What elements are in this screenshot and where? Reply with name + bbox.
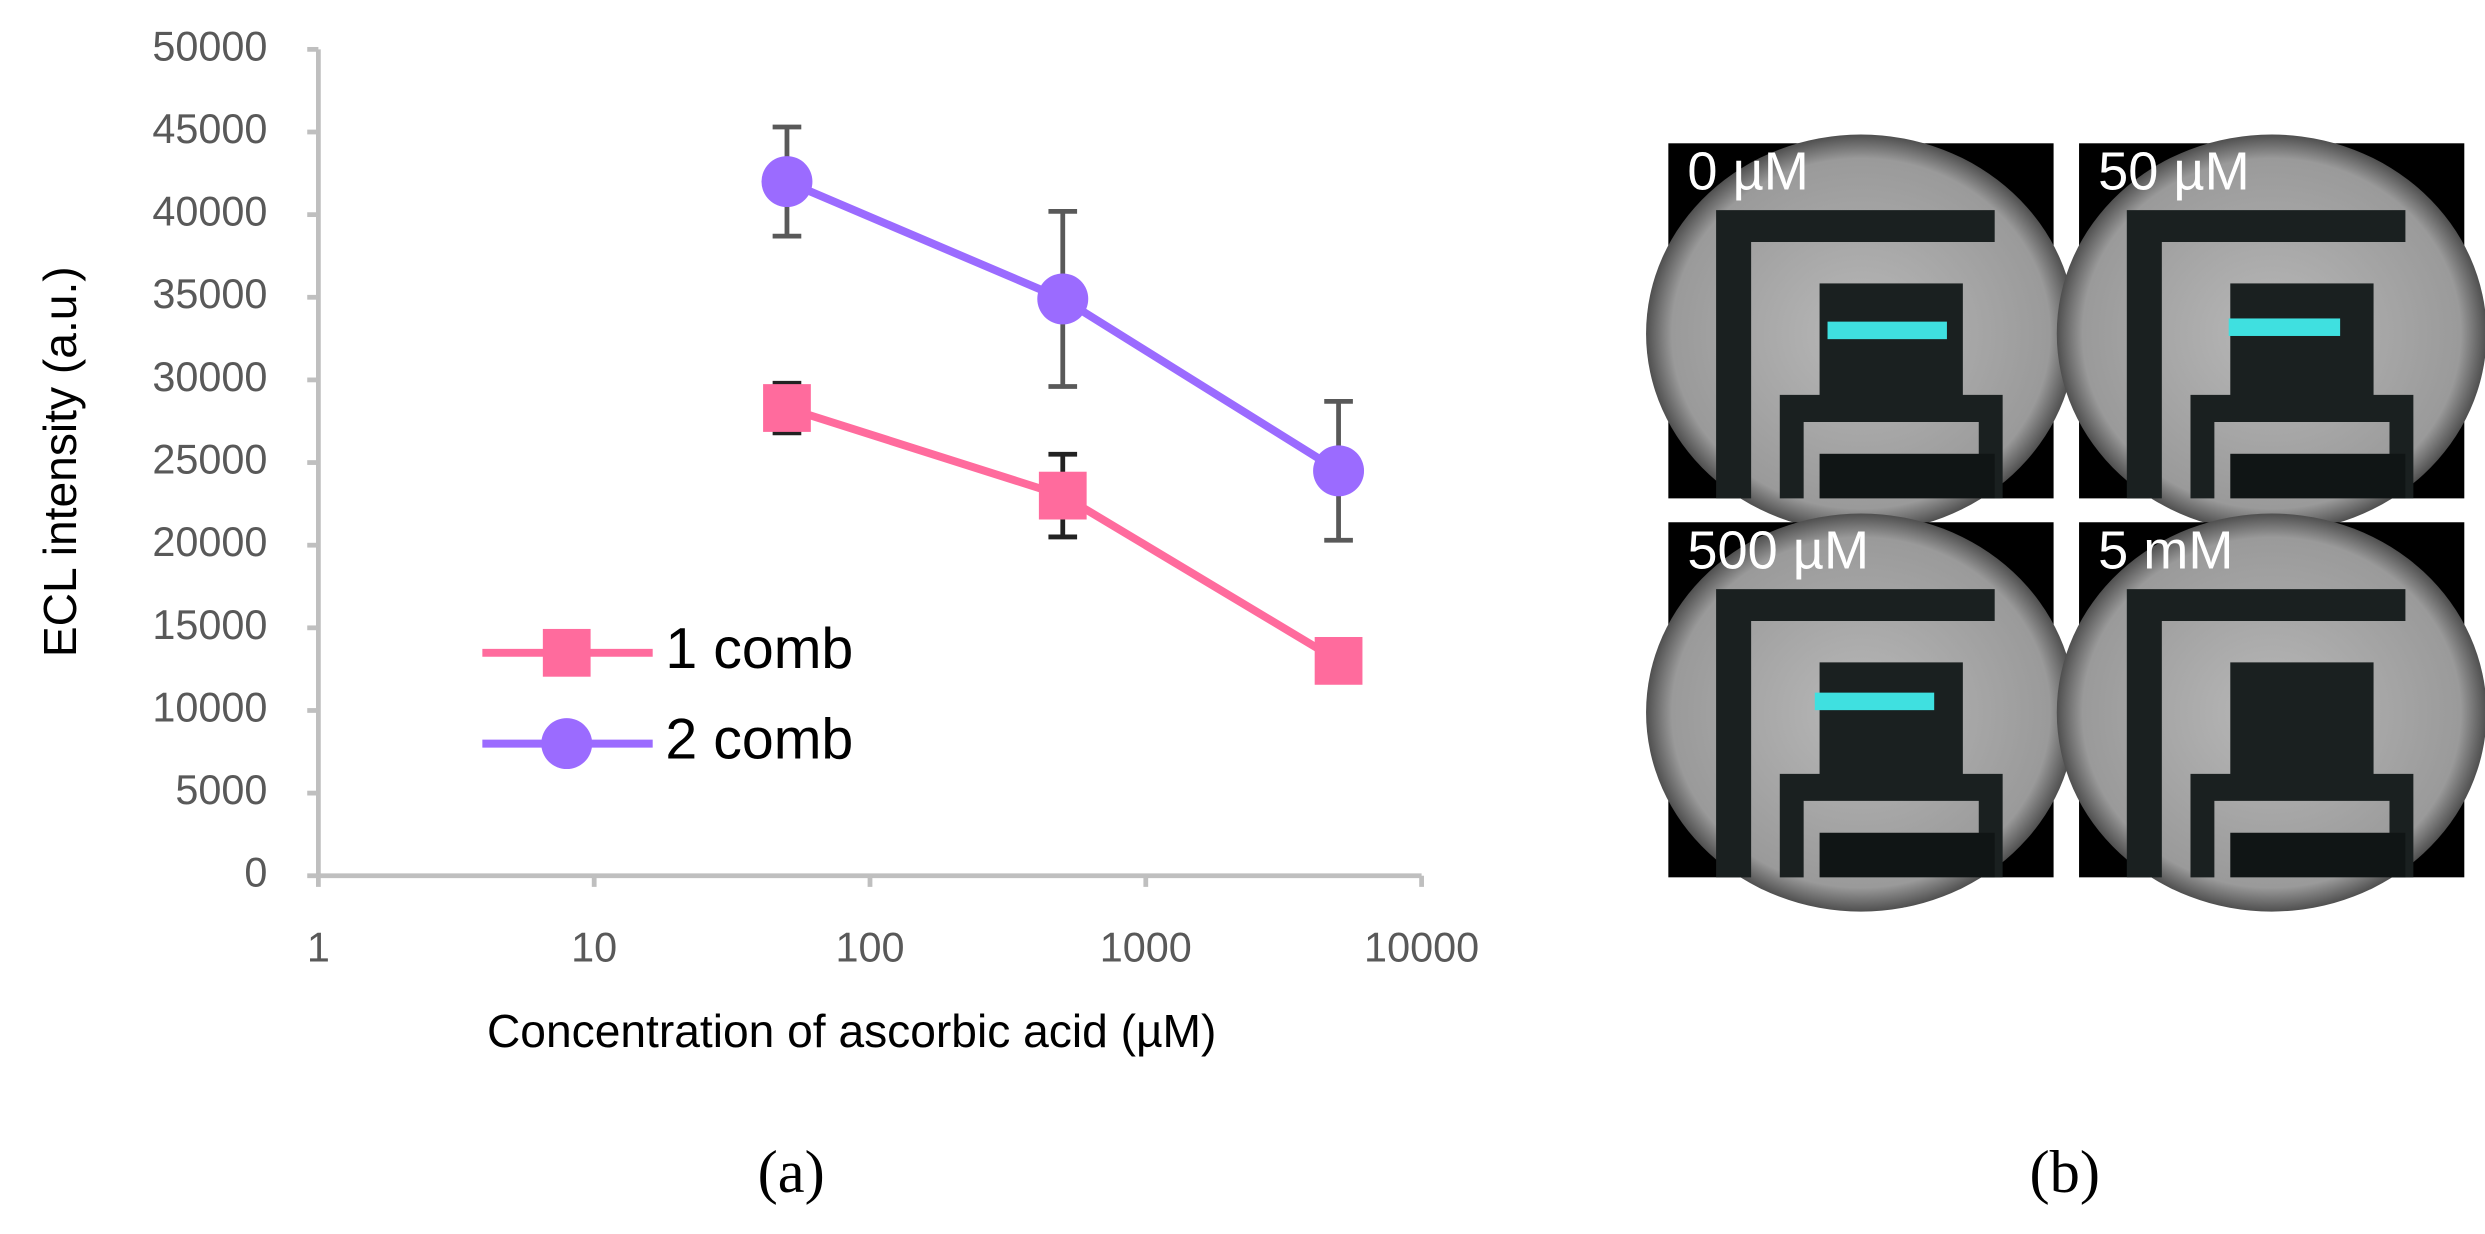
electrode-pads: [1819, 832, 1995, 878]
legend-text: 1 comb: [665, 617, 853, 681]
data-point: [763, 384, 811, 432]
image-panels: 0 µM 50 µM 500 µM 5 mM: [1646, 134, 2485, 912]
x-axis-title: Concentration of ascorbic acid (µM): [487, 1005, 1216, 1057]
legend-marker: [541, 718, 593, 770]
x-tick-label: 10000: [1364, 925, 1479, 971]
electrode: [1716, 210, 1995, 499]
y-tick-label: 0: [244, 850, 267, 896]
y-tick-label: 15000: [152, 602, 267, 648]
data-point: [1313, 445, 1365, 497]
y-tick-label: 45000: [152, 106, 267, 152]
electrode: [2230, 662, 2374, 787]
image-label: 5 mM: [2098, 520, 2233, 580]
electrode: [2230, 283, 2374, 408]
electrode: [1716, 589, 1995, 878]
x-tick-label: 1: [307, 925, 330, 971]
x-tick-label: 10: [571, 925, 617, 971]
electrode: [1779, 394, 2003, 499]
data-point: [761, 156, 813, 208]
data-point: [1314, 636, 1363, 685]
electrode: [2190, 773, 2414, 878]
electrode-pads: [2230, 453, 2406, 499]
y-tick-label: 35000: [152, 271, 267, 317]
y-tick-label: 30000: [152, 354, 267, 400]
x-tick-label: 100: [835, 925, 904, 971]
image-label: 500 µM: [1687, 520, 1869, 580]
ecl-emission: [1827, 321, 1947, 340]
y-tick-label: 5000: [175, 767, 267, 813]
y-tick-label: 10000: [152, 684, 267, 730]
y-tick-label: 20000: [152, 519, 267, 565]
y-tick-label: 25000: [152, 436, 267, 482]
image-label: 0 µM: [1687, 141, 1808, 201]
electrode-pads: [2230, 832, 2406, 878]
ecl-emission: [2228, 318, 2341, 336]
electrode: [1819, 662, 1963, 787]
x-tick-label: 1000: [1100, 925, 1192, 971]
data-point: [1037, 273, 1089, 325]
image-label: 50 µM: [2098, 141, 2250, 201]
data-point: [1038, 471, 1087, 520]
electrode: [2190, 394, 2414, 499]
y-tick-label: 40000: [152, 189, 267, 235]
panel-label: (b): [2029, 1139, 2100, 1206]
electrode: [2126, 589, 2406, 878]
panel-label: (a): [758, 1139, 825, 1206]
legend-marker: [542, 628, 591, 677]
electrode: [1819, 283, 1963, 408]
y-axis-title: ECL intensity (a.u.): [34, 266, 86, 657]
electrode: [2126, 210, 2406, 499]
ecl-emission: [1814, 692, 1935, 711]
electrode-pads: [1819, 453, 1995, 499]
y-tick-label: 50000: [152, 23, 267, 69]
legend-text: 2 comb: [665, 708, 853, 772]
electrode: [1779, 773, 2003, 878]
